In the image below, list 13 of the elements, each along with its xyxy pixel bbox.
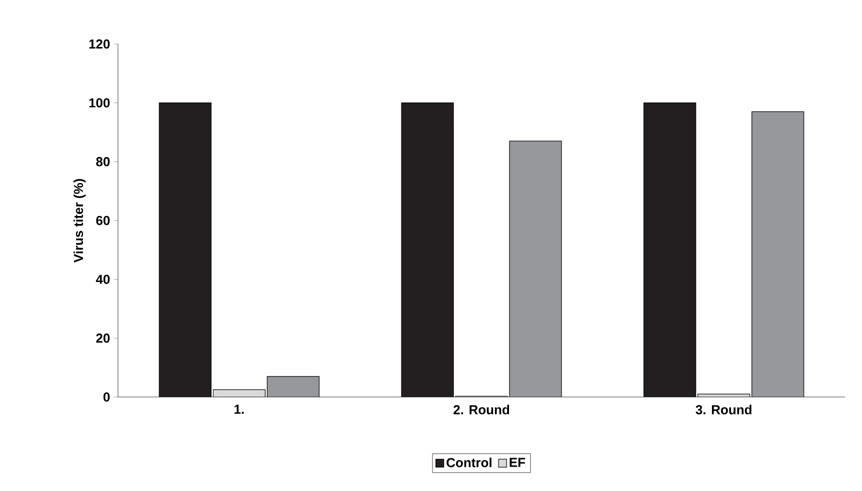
legend-label: EF <box>510 458 526 467</box>
y-tick-label: 80 <box>96 157 110 166</box>
y-tick-label: 60 <box>96 216 110 226</box>
y-tick-label: 120 <box>89 39 110 49</box>
y-tick-label: 100 <box>89 98 110 108</box>
y-tick-label: 20 <box>96 334 110 343</box>
x-tick-label: 1. <box>234 404 244 414</box>
x-tick-label: 2. Round <box>454 404 510 414</box>
y-axis-title: Virus titer (%) <box>74 179 86 263</box>
legend-label: Control <box>446 458 492 468</box>
y-tick-label: 0 <box>103 392 110 402</box>
y-tick-label: 40 <box>96 274 110 284</box>
x-tick-label: 3. Round <box>696 404 752 414</box>
